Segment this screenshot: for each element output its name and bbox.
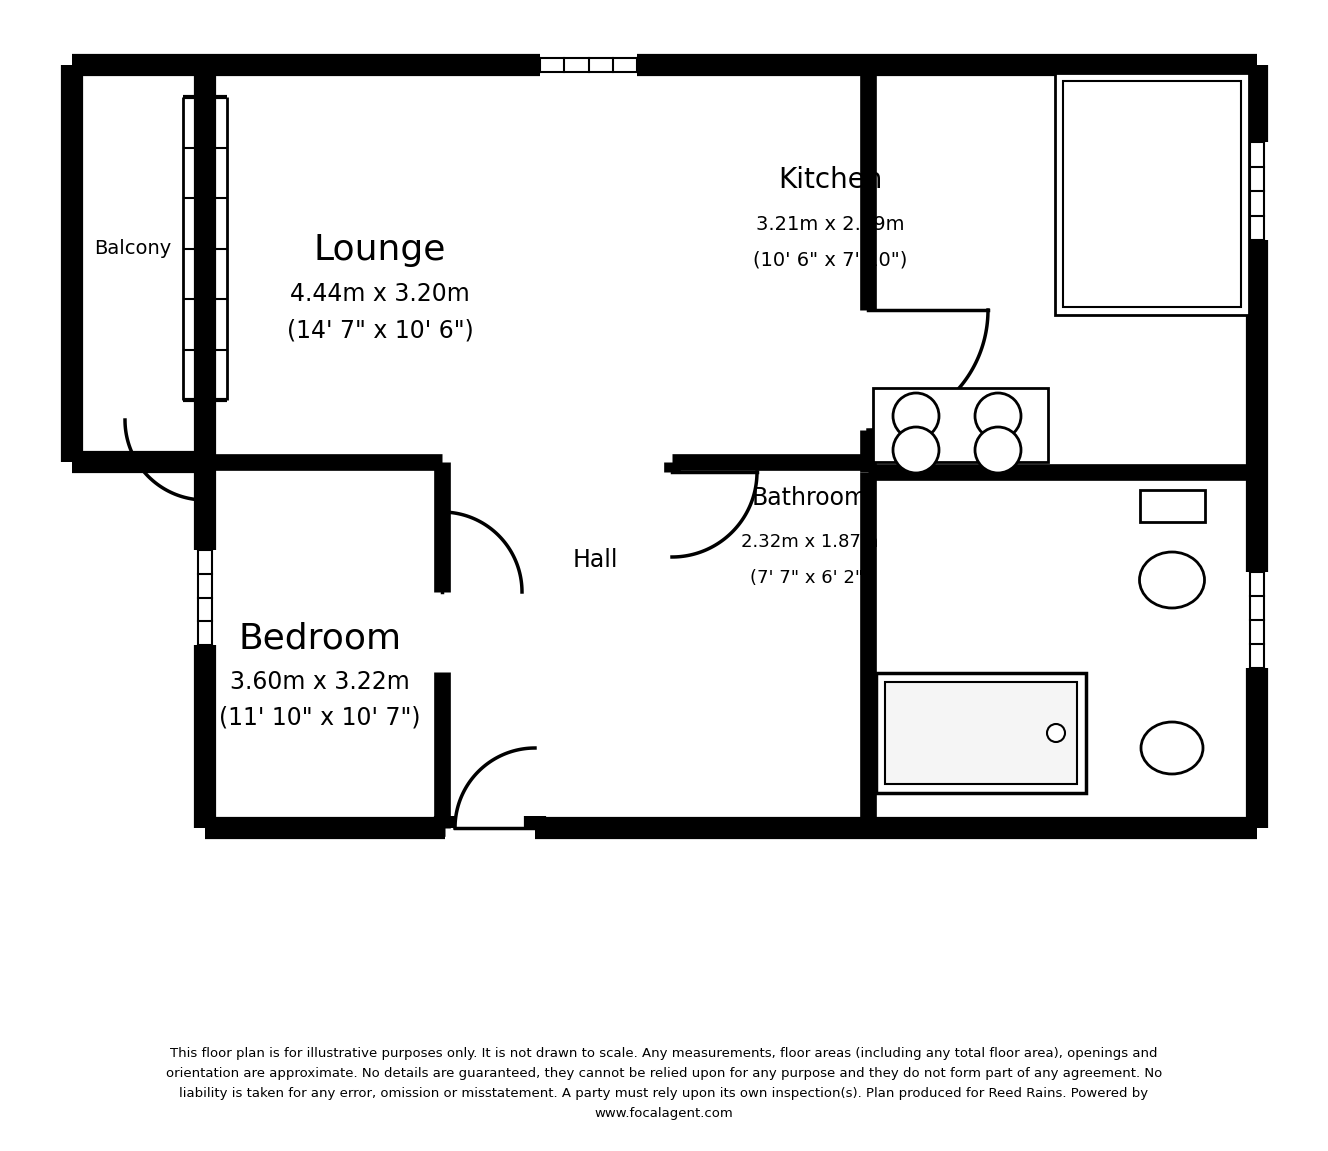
Circle shape xyxy=(892,392,939,439)
Text: (7' 7" x 6' 2"): (7' 7" x 6' 2") xyxy=(750,569,870,587)
Text: Bedroom: Bedroom xyxy=(239,622,401,655)
Text: 3.21m x 2.39m: 3.21m x 2.39m xyxy=(756,214,904,234)
Text: (10' 6" x 7' 10"): (10' 6" x 7' 10") xyxy=(753,251,907,269)
Circle shape xyxy=(975,427,1021,473)
Bar xyxy=(872,388,1048,462)
Text: (14' 7" x 10' 6"): (14' 7" x 10' 6") xyxy=(287,318,473,342)
Circle shape xyxy=(1046,724,1065,742)
Bar xyxy=(1062,81,1240,307)
Circle shape xyxy=(892,427,939,473)
Text: Kitchen: Kitchen xyxy=(778,166,882,195)
Text: orientation are approximate. No details are guaranteed, they cannot be relied up: orientation are approximate. No details … xyxy=(166,1067,1162,1081)
Bar xyxy=(876,673,1086,793)
Text: Hall: Hall xyxy=(572,548,618,572)
Text: Balcony: Balcony xyxy=(94,238,171,258)
Bar xyxy=(1054,73,1250,315)
Bar xyxy=(884,683,1077,784)
Text: 4.44m x 3.20m: 4.44m x 3.20m xyxy=(290,282,470,306)
Ellipse shape xyxy=(1139,552,1204,608)
Text: (11' 10" x 10' 7"): (11' 10" x 10' 7") xyxy=(219,706,421,730)
Text: This floor plan is for illustrative purposes only. It is not drawn to scale. Any: This floor plan is for illustrative purp… xyxy=(170,1047,1158,1060)
Text: www.focalagent.com: www.focalagent.com xyxy=(595,1107,733,1121)
Text: liability is taken for any error, omission or misstatement. A party must rely up: liability is taken for any error, omissi… xyxy=(179,1088,1149,1100)
Text: Bathroom: Bathroom xyxy=(752,486,869,510)
Text: 3.60m x 3.22m: 3.60m x 3.22m xyxy=(230,670,410,694)
Bar xyxy=(1139,490,1204,523)
Circle shape xyxy=(975,392,1021,439)
Ellipse shape xyxy=(1141,722,1203,773)
Text: 2.32m x 1.87m: 2.32m x 1.87m xyxy=(741,533,879,551)
Text: Lounge: Lounge xyxy=(313,233,446,267)
